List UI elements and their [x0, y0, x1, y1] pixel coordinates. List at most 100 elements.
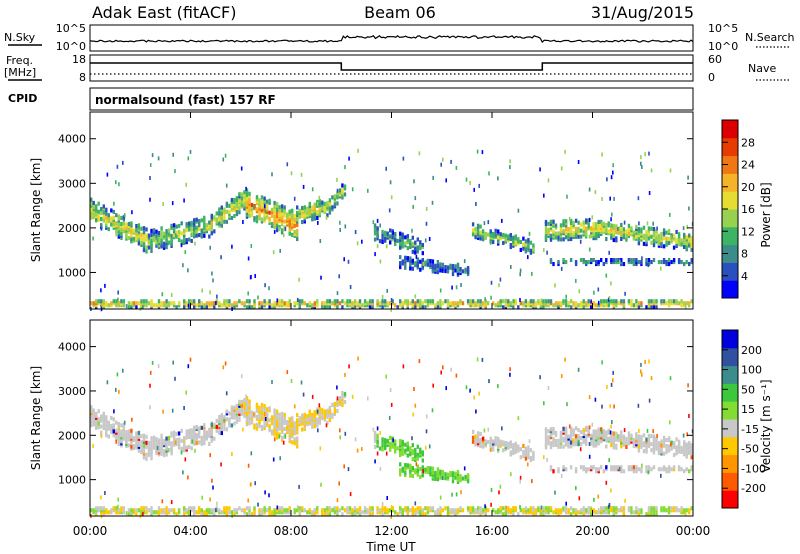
power-cell	[597, 303, 600, 308]
velocity-cell	[394, 449, 397, 454]
power-cell	[585, 260, 588, 265]
velocity-cell	[200, 508, 203, 513]
power-cell	[253, 299, 256, 304]
power-cell	[512, 305, 515, 310]
velocity-cell	[376, 506, 379, 511]
velocity-cell	[140, 444, 143, 449]
velocity-cell	[441, 469, 445, 474]
velocity-cell	[635, 465, 638, 470]
power-cell	[416, 249, 419, 254]
power-cell	[640, 161, 642, 166]
velocity-cell	[280, 506, 284, 511]
power-cell	[210, 231, 213, 236]
velocity-cell	[593, 497, 595, 502]
velocity-cell	[686, 432, 688, 437]
power-cell	[404, 299, 407, 304]
power-cell	[567, 229, 570, 234]
velocity-cell	[620, 465, 623, 470]
velocity-cell	[640, 467, 643, 472]
velocity-cell	[185, 435, 188, 440]
velocity-cell	[582, 465, 585, 470]
power-cell	[620, 299, 623, 304]
power-cell	[275, 214, 279, 219]
power-cell	[145, 303, 148, 308]
power-cell	[426, 258, 430, 263]
velocity-cell	[203, 510, 206, 515]
velocity-cell	[588, 395, 591, 400]
power-cell	[594, 190, 597, 195]
velocity-cell	[175, 438, 178, 443]
velocity-cell	[120, 423, 123, 428]
velocity-cell	[371, 506, 374, 511]
velocity-cell	[275, 409, 279, 414]
power-cell	[245, 200, 249, 205]
power-cell	[487, 220, 490, 225]
power-cell	[492, 240, 495, 245]
power-cell	[97, 299, 100, 304]
beam-title: Beam 06	[364, 3, 436, 22]
velocity-cell	[250, 451, 253, 456]
velocity-cell	[177, 445, 181, 450]
power-cell	[572, 220, 575, 225]
velocity-cell	[436, 512, 440, 517]
velocity-cell	[316, 506, 319, 511]
power-cell	[318, 195, 321, 200]
velocity-cell	[479, 510, 482, 515]
power-cell	[552, 229, 555, 234]
power-cell	[615, 258, 618, 263]
velocity-cell	[434, 470, 437, 475]
velocity-cell	[549, 441, 553, 446]
velocity-cell	[381, 447, 384, 452]
power-cell	[90, 207, 93, 212]
power-cell	[392, 230, 394, 235]
velocity-cell	[499, 506, 502, 511]
velocity-cell	[638, 428, 640, 433]
velocity-cell	[411, 436, 413, 441]
velocity-cell	[385, 451, 388, 456]
power-cell	[577, 160, 580, 164]
velocity-cell	[183, 446, 186, 451]
power-cell	[412, 204, 414, 209]
power-cell	[459, 299, 462, 304]
velocity-cell	[368, 506, 372, 511]
velocity-cell	[617, 434, 620, 439]
velocity-cell	[662, 465, 666, 470]
power-cell	[414, 240, 417, 245]
velocity-cell	[132, 444, 136, 449]
velocity-cell	[582, 512, 585, 517]
power-cell	[122, 303, 126, 308]
velocity-cell	[509, 367, 511, 372]
power-cell	[271, 172, 273, 177]
velocity-cell	[564, 357, 566, 362]
power-cell	[388, 208, 391, 213]
power-cell	[490, 295, 492, 300]
power-cell	[132, 301, 136, 306]
power-cell	[690, 241, 693, 246]
power-cell	[220, 205, 223, 210]
velocity-cell	[630, 506, 633, 511]
velocity-cell	[245, 404, 249, 409]
power-cell	[648, 151, 650, 156]
velocity-cell	[460, 490, 462, 495]
power-cell	[474, 227, 477, 232]
power-cell	[690, 258, 693, 263]
power-cell	[460, 283, 462, 287]
velocity-cell	[110, 423, 113, 428]
velocity-cell	[122, 506, 126, 511]
power-cell	[645, 262, 648, 267]
power-cell	[559, 223, 563, 228]
velocity-cell	[394, 445, 397, 450]
velocity-cell	[170, 508, 173, 513]
velocity-cell	[605, 480, 608, 485]
power-cell	[522, 246, 525, 251]
power-cell	[346, 299, 349, 304]
power-cell	[552, 219, 555, 224]
velocity-cell	[353, 506, 357, 511]
power-cell	[233, 301, 236, 306]
colorbar-frame	[721, 329, 739, 509]
velocity-cell	[574, 467, 578, 472]
power-cell	[95, 299, 98, 304]
velocity-cell	[394, 510, 397, 515]
velocity-cell	[490, 502, 492, 507]
velocity-cell	[198, 506, 201, 511]
